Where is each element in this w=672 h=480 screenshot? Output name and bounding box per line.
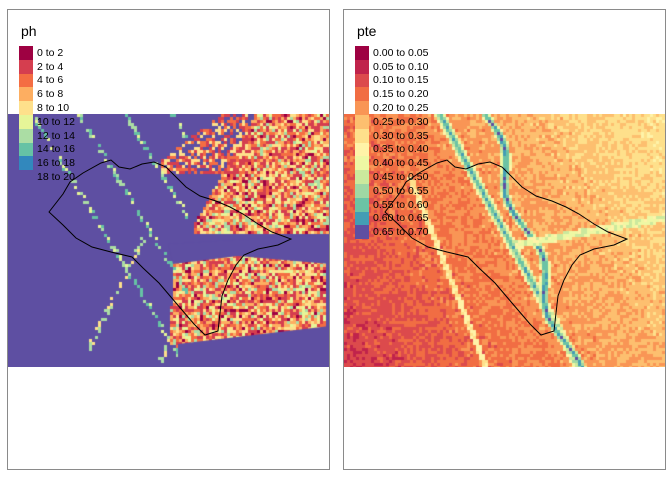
legend-item: 0.65 to 0.70 (355, 225, 429, 240)
legend-swatch (355, 183, 369, 198)
legend-label: 0.40 to 0.45 (373, 157, 429, 170)
legend-item: 0.50 to 0.55 (355, 183, 429, 198)
legend-swatch (355, 114, 369, 129)
legend-label: 0.15 to 0.20 (373, 88, 429, 101)
legend-item: 18 to 20 (19, 170, 75, 184)
legend-label: 18 to 20 (37, 171, 75, 184)
legend-swatch (355, 142, 369, 157)
legend-title: pte (357, 23, 377, 39)
legend-item: 0.40 to 0.45 (355, 156, 429, 171)
legend-label: 0.45 to 0.50 (373, 171, 429, 184)
legend-swatch (355, 46, 369, 60)
legend-item: 0.10 to 0.15 (355, 73, 429, 88)
legend-item: 8 to 10 (19, 101, 75, 115)
legend-swatch (19, 87, 33, 102)
legend-label: 0.55 to 0.60 (373, 198, 429, 211)
legend-item: 0.45 to 0.50 (355, 170, 428, 184)
legend-item: 12 to 14 (19, 128, 75, 143)
watershed-boundary-ph (48, 159, 293, 336)
legend-swatch (19, 142, 33, 157)
legend-item: 0.60 to 0.65 (355, 211, 429, 226)
legend-swatch (355, 87, 369, 102)
legend-swatch (19, 73, 33, 88)
legend-label: 0.60 to 0.65 (373, 212, 429, 225)
legend-item: 0.25 to 0.30 (355, 114, 429, 129)
legend-label: 4 to 6 (37, 74, 64, 87)
legend-swatch (355, 225, 369, 240)
legend-swatch (355, 156, 369, 171)
legend-swatch (19, 101, 33, 115)
legend-label: 2 to 4 (37, 60, 64, 73)
watershed-boundary-pte (384, 159, 629, 336)
legend-item: 0.55 to 0.60 (355, 197, 429, 212)
legend-item: 10 to 12 (19, 114, 75, 129)
legend-label: 0.10 to 0.15 (373, 74, 429, 87)
legend-label: 0.65 to 0.70 (373, 226, 429, 239)
legend-item: 0.35 to 0.40 (355, 142, 429, 157)
legend-item: 0.15 to 0.20 (355, 87, 429, 102)
legend-label: 0.05 to 0.10 (373, 60, 429, 73)
legend-label: 6 to 8 (37, 88, 64, 101)
legend-item: 0.00 to 0.05 (355, 46, 428, 60)
legend-swatch (19, 128, 33, 143)
legend-swatch (355, 59, 369, 74)
legend-item: 0.05 to 0.10 (355, 59, 429, 74)
legend-item: 2 to 4 (19, 59, 75, 74)
legend-item: 16 to 18 (19, 156, 75, 171)
ph-raster (8, 114, 329, 367)
legend-label: 10 to 12 (37, 115, 75, 128)
legend-item: 6 to 8 (19, 87, 75, 102)
legend-item: 4 to 6 (19, 73, 75, 88)
legend-swatch (355, 197, 369, 212)
legend-swatch (19, 59, 33, 74)
legend-swatch (19, 46, 33, 60)
legend-label: 0.25 to 0.30 (373, 115, 429, 128)
legend-title: ph (21, 23, 37, 39)
legend-swatch (355, 73, 369, 88)
legend-label: 0.50 to 0.55 (373, 184, 429, 197)
legend-label: 0.20 to 0.25 (373, 102, 429, 115)
legend-label: 8 to 10 (37, 102, 70, 115)
legend-label: 0.30 to 0.35 (373, 129, 429, 142)
legend-label: 0.00 to 0.05 (373, 46, 429, 59)
legend-item: 14 to 16 (19, 142, 75, 157)
legend-swatch (355, 101, 369, 115)
legend-pte: pte 0.00 to 0.05 0.05 to 0.10 0.10 to 0.15… (355, 23, 429, 240)
legend-swatch (355, 211, 369, 226)
pte-raster (344, 114, 665, 367)
legend-label: 14 to 16 (37, 143, 75, 156)
legend-swatch (355, 170, 369, 184)
legend-swatch (19, 170, 33, 184)
legend-swatch (355, 128, 369, 143)
legend-label: 0.35 to 0.40 (373, 143, 429, 156)
legend-item: 0.30 to 0.35 (355, 128, 429, 143)
map-panel-pte: pte 0.00 to 0.05 0.05 to 0.10 0.10 to 0.15… (343, 9, 666, 470)
legend-swatch (19, 156, 33, 171)
legend-label: 0 to 2 (37, 46, 64, 59)
legend-item: 0.20 to 0.25 (355, 101, 428, 115)
legend-item: 0 to 2 (19, 46, 75, 60)
legend-label: 12 to 14 (37, 129, 75, 142)
legend-label: 16 to 18 (37, 157, 75, 170)
legend-swatch (19, 114, 33, 129)
